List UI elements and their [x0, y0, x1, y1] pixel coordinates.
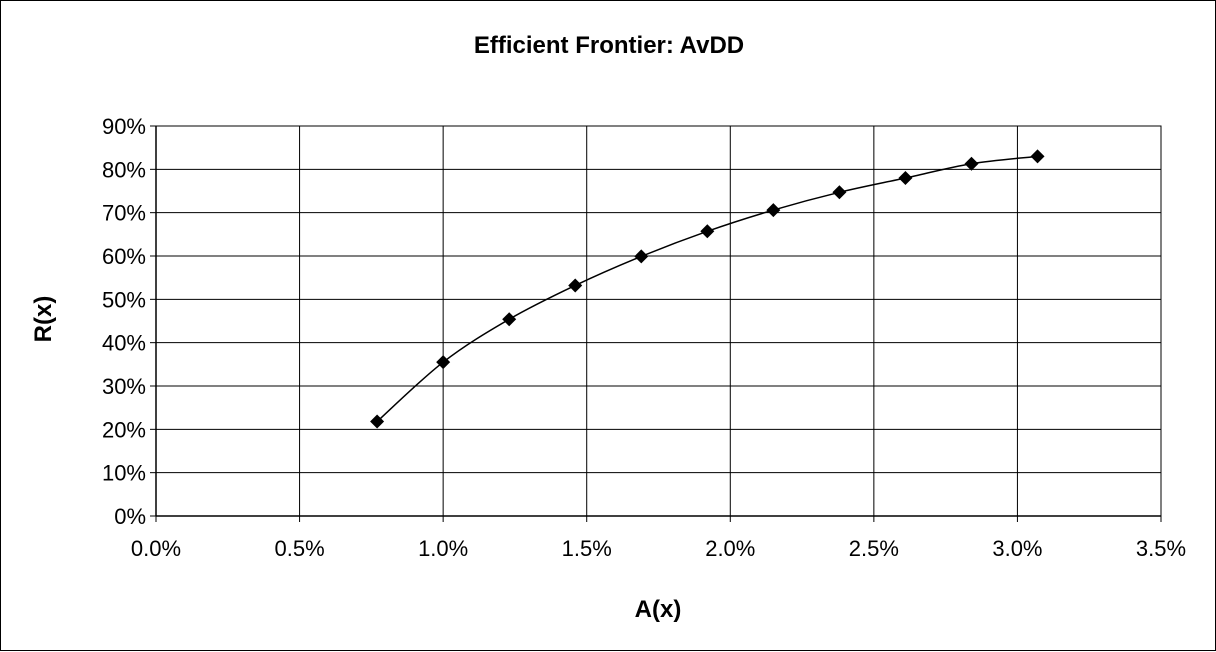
x-tick-label: 1.5%	[562, 536, 612, 561]
axis-layer	[150, 125, 1162, 522]
y-tick-label: 50%	[102, 287, 146, 312]
series-layer	[370, 149, 1045, 429]
data-point-marker	[436, 355, 451, 370]
y-axis-title: R(x)	[30, 296, 57, 343]
x-tick-label: 0.0%	[131, 536, 181, 561]
data-point-marker	[832, 185, 847, 200]
data-point-marker	[700, 224, 715, 239]
x-tick-label: 3.5%	[1136, 536, 1186, 561]
y-tick-label: 90%	[102, 114, 146, 139]
y-tick-label: 20%	[102, 417, 146, 442]
x-tick-label: 1.0%	[418, 536, 468, 561]
y-tick-label: 60%	[102, 244, 146, 269]
chart-title: Efficient Frontier: AvDD	[474, 32, 744, 59]
x-tick-label: 3.0%	[992, 536, 1042, 561]
data-point-marker	[766, 203, 781, 218]
y-tick-label: 80%	[102, 157, 146, 182]
x-axis-title: A(x)	[635, 596, 682, 623]
data-point-marker	[898, 171, 913, 185]
x-tick-label: 2.5%	[849, 536, 899, 561]
data-point-marker	[634, 249, 649, 264]
y-tick-label: 70%	[102, 201, 146, 226]
y-tick-label: 40%	[102, 331, 146, 356]
data-point-marker	[568, 278, 583, 293]
plot-area	[155, 125, 1162, 517]
y-tick-label: 10%	[102, 461, 146, 486]
data-point-marker	[370, 414, 385, 429]
data-point-marker	[502, 312, 517, 327]
tick-label-layer: 0% 10% 20% 30% 40% 50% 60% 70% 80% 90% 0.0% 0.5% 1.0…	[102, 114, 1186, 561]
data-point-marker	[964, 156, 979, 171]
x-tick-label: 0.5%	[274, 536, 324, 561]
grid-layer	[156, 125, 1162, 516]
data-point-marker	[1030, 149, 1045, 164]
y-tick-label: 30%	[102, 374, 146, 399]
y-tick-label: 0%	[114, 504, 146, 529]
x-tick-label: 2.0%	[705, 536, 755, 561]
